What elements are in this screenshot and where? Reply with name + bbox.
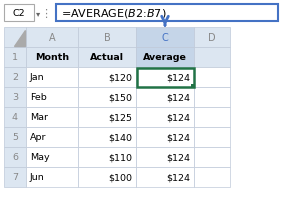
Text: ⋮: ⋮ [40,8,52,18]
Text: D: D [208,33,216,43]
Text: C: C [162,33,168,43]
Text: $150: $150 [108,93,132,102]
Bar [136,88,194,107]
Bar [26,167,78,187]
Text: $124: $124 [166,73,190,82]
Bar [4,28,26,48]
Text: $120: $120 [108,73,132,82]
Bar [194,68,230,88]
Text: $110: $110 [108,153,132,162]
Text: C2: C2 [13,9,25,18]
Text: $124: $124 [166,173,190,182]
Bar [136,127,194,147]
Bar [194,48,230,68]
Text: 1: 1 [12,53,18,62]
Text: $100: $100 [108,173,132,182]
Text: 2: 2 [12,73,18,82]
Bar [26,88,78,107]
Text: A: A [49,33,55,43]
Bar [194,28,230,48]
Bar [4,167,26,187]
Bar [56,5,278,22]
Text: $124: $124 [166,153,190,162]
Bar [136,107,194,127]
Bar [136,68,193,87]
Bar [78,88,136,107]
Text: 7: 7 [12,173,18,182]
Bar [194,147,230,167]
Text: B: B [103,33,110,43]
Text: Average: Average [143,53,187,62]
Bar [194,167,230,187]
Bar [78,68,136,88]
Bar [194,107,230,127]
Text: $124: $124 [166,133,190,142]
Bar [136,147,194,167]
Bar [26,107,78,127]
Bar [194,88,230,107]
Text: Feb: Feb [30,93,47,102]
Text: 6: 6 [12,153,18,162]
Bar [78,147,136,167]
Bar [78,167,136,187]
Text: 3: 3 [12,93,18,102]
Text: ▾: ▾ [36,9,40,18]
Text: Apr: Apr [30,133,47,142]
Text: $125: $125 [108,113,132,122]
Text: May: May [30,153,50,162]
Text: Mar: Mar [30,113,48,122]
Bar [26,127,78,147]
Text: Jan: Jan [30,73,45,82]
Text: =AVERAGE($B$2:$B$7): =AVERAGE($B$2:$B$7) [61,7,166,20]
Polygon shape [14,31,25,47]
Bar [136,167,194,187]
Bar [26,147,78,167]
Bar [136,48,194,68]
Text: Month: Month [35,53,69,62]
Text: $124: $124 [166,113,190,122]
Bar [136,68,194,88]
Bar [4,5,34,22]
Bar [26,28,78,48]
Text: 4: 4 [12,113,18,122]
Bar [4,147,26,167]
Bar [194,127,230,147]
Text: $140: $140 [108,133,132,142]
Bar [78,107,136,127]
Text: Jun: Jun [30,173,45,182]
Bar [136,28,194,48]
Bar [26,68,78,88]
Bar [4,127,26,147]
Bar [78,28,136,48]
Text: Actual: Actual [90,53,124,62]
Bar [4,107,26,127]
Bar [78,48,136,68]
Text: $124: $124 [166,93,190,102]
Text: 5: 5 [12,133,18,142]
Bar [4,48,26,68]
Bar [26,48,78,68]
Bar [191,85,195,89]
Bar [4,68,26,88]
Bar [78,127,136,147]
Bar [4,88,26,107]
